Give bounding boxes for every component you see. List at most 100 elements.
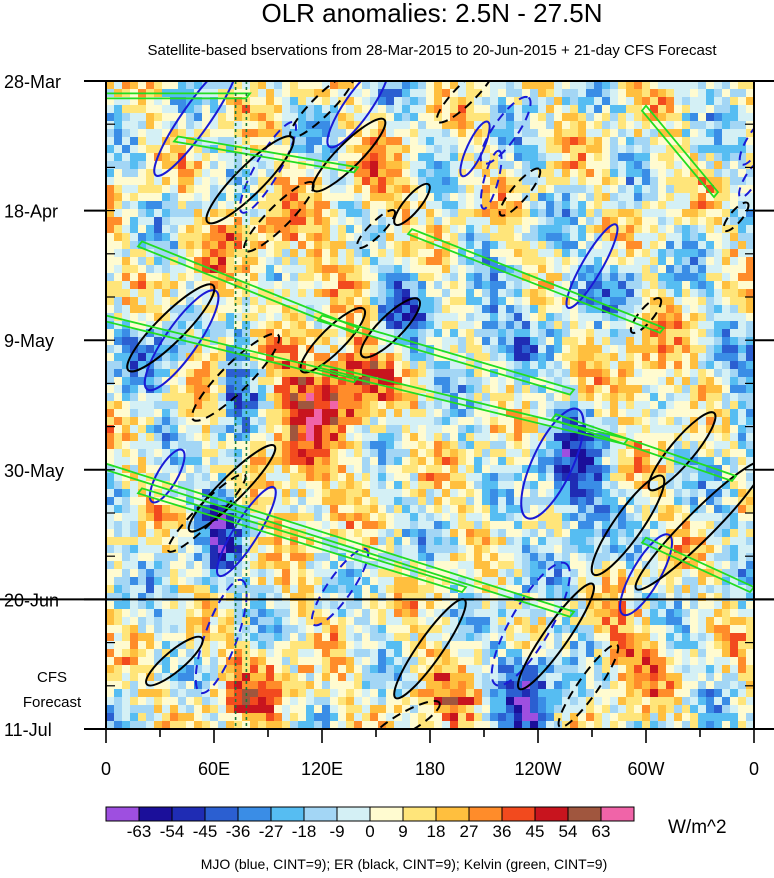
colorbar-swatch xyxy=(204,806,239,822)
x-axis: 0 60E 120E 180 120W 60W 0 xyxy=(101,729,759,779)
er-contour xyxy=(187,444,277,533)
er-contour xyxy=(299,306,367,374)
x-tick-label: 120E xyxy=(301,759,343,779)
er-contour xyxy=(393,182,431,226)
colorbar-swatch xyxy=(567,806,602,822)
colorbar-swatch xyxy=(105,806,140,822)
kelvin-contour xyxy=(106,462,576,618)
er-contour xyxy=(242,180,315,253)
er-contour xyxy=(435,81,497,124)
colorbar-label: 45 xyxy=(526,822,545,841)
kelvin-contour xyxy=(136,240,360,334)
colorbar-swatch xyxy=(270,806,305,822)
footer-legend: MJO (blue, CINT=9); ER (black, CINT=9); … xyxy=(201,856,608,872)
y-tick-label: 30-May xyxy=(4,461,64,481)
colorbar-label: -54 xyxy=(160,822,185,841)
colorbar-label: 18 xyxy=(427,822,446,841)
mjo-contours xyxy=(143,81,754,695)
x-tick-label: 60W xyxy=(627,759,664,779)
mjo-contour xyxy=(153,81,239,177)
colorbar-swatch xyxy=(237,806,272,822)
kelvin-contour xyxy=(406,228,666,334)
colorbar-swatch xyxy=(435,806,470,822)
y-tick-label: 9-May xyxy=(4,331,54,351)
colorbar-label: -9 xyxy=(329,822,344,841)
x-tick-label: 0 xyxy=(749,759,759,779)
colorbar-label: -36 xyxy=(226,822,251,841)
colorbar-unit: W/m^2 xyxy=(668,817,727,838)
er-contour xyxy=(311,117,387,193)
kelvin-contour xyxy=(172,135,360,174)
colorbar-label: 54 xyxy=(559,822,578,841)
colorbar-swatch xyxy=(534,806,569,822)
mjo-contour xyxy=(738,119,754,166)
forecast-label-line-2: Forecast xyxy=(23,694,82,711)
er-contour xyxy=(368,700,441,729)
er-contour xyxy=(516,582,596,691)
mjo-contour xyxy=(479,95,532,165)
colorbar-label: -45 xyxy=(193,822,218,841)
colorbar-swatch xyxy=(138,806,173,822)
mjo-contour xyxy=(565,223,619,310)
mjo-contour xyxy=(619,533,673,617)
colorbar-label: 63 xyxy=(592,822,611,841)
y-tick-label: 11-Jul xyxy=(4,720,52,740)
forecast-label-line-1: CFS xyxy=(37,669,67,686)
x-tick-label: 60E xyxy=(198,759,230,779)
colorbar-label: 36 xyxy=(493,822,512,841)
mjo-contour xyxy=(738,161,754,199)
colorbar-swatch xyxy=(303,806,338,822)
kelvin-contours xyxy=(106,92,754,618)
mjo-contour xyxy=(520,407,585,520)
chart-subtitle: Satellite-based bservations from 28-Mar-… xyxy=(147,42,717,59)
er-contour xyxy=(191,332,281,422)
colorbar-swatch xyxy=(402,806,437,822)
colorbar-swatch xyxy=(336,806,371,822)
kelvin-contour xyxy=(640,104,720,199)
y-axis: 28-Mar 18-Apr 9-May 30-May 20-Jun 11-Jul xyxy=(4,72,774,740)
er-contour xyxy=(557,643,620,729)
mjo-contour xyxy=(239,120,297,214)
er-contour xyxy=(634,459,754,591)
colorbar-swatch xyxy=(600,806,635,822)
x-tick-label: 120W xyxy=(514,759,561,779)
colorbar-swatch xyxy=(369,806,404,822)
er-contour xyxy=(722,201,750,233)
colorbar: -63 -54 -45 -36 -27 -18 -9 0 9 18 27 36 45 54 63 xyxy=(105,806,635,841)
colorbar-label: 0 xyxy=(365,822,374,841)
colorbar-label: 27 xyxy=(460,822,479,841)
kelvin-contour xyxy=(640,536,754,594)
mjo-contour xyxy=(310,547,370,627)
y-tick-label: 18-Apr xyxy=(4,202,58,222)
mjo-contour xyxy=(490,561,571,687)
colorbar-label: -27 xyxy=(259,822,284,841)
mjo-contour xyxy=(148,448,186,504)
er-contour xyxy=(629,297,663,334)
colorbar-swatch xyxy=(501,806,536,822)
colorbar-label: 9 xyxy=(398,822,407,841)
er-contour xyxy=(205,135,295,225)
colorbar-swatch xyxy=(171,806,206,822)
er-contour xyxy=(359,297,421,359)
mjo-contour xyxy=(479,149,503,210)
mjo-contour xyxy=(459,120,491,178)
kelvin-contour xyxy=(106,314,360,384)
mjo-contour xyxy=(326,81,390,149)
er-contour xyxy=(126,283,216,373)
er-contour xyxy=(590,474,666,577)
er-contour xyxy=(145,635,204,687)
er-contour xyxy=(498,167,542,217)
kelvin-contour xyxy=(106,92,252,100)
er-contour xyxy=(647,411,717,492)
x-tick-label: 180 xyxy=(415,759,445,779)
colorbar-label: -63 xyxy=(127,822,152,841)
kelvin-contour xyxy=(316,314,576,396)
er-contours xyxy=(126,81,754,729)
y-tick-label: 20-Jun xyxy=(4,590,59,610)
colorbar-label: -18 xyxy=(292,822,317,841)
colorbar-swatch xyxy=(468,806,503,822)
x-tick-label: 0 xyxy=(101,759,111,779)
kelvin-contour xyxy=(136,487,468,594)
chart-title: OLR anomalies: 2.5N - 27.5N xyxy=(261,0,602,28)
